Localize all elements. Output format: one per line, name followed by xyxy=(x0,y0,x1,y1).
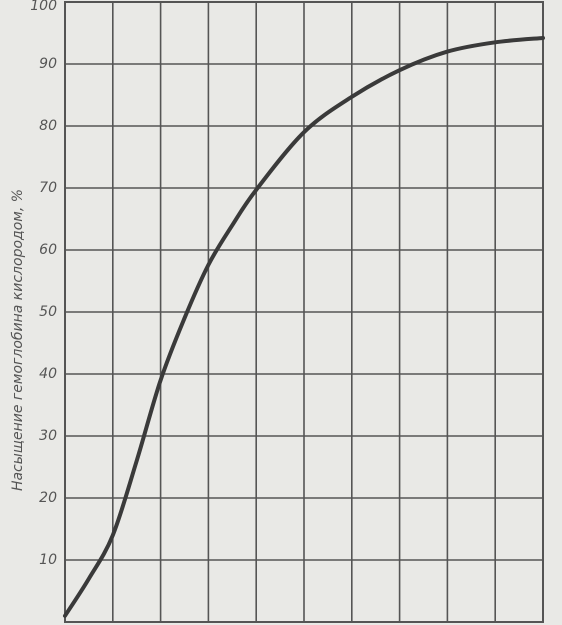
y-tick-label: 70 xyxy=(39,180,57,196)
y-tick-label: 30 xyxy=(39,428,57,444)
y-tick-label: 100 xyxy=(30,0,57,14)
y-tick-label: 90 xyxy=(39,56,57,72)
y-tick-label: 50 xyxy=(39,304,57,320)
y-tick-label: 80 xyxy=(39,118,57,134)
y-tick-label: 10 xyxy=(39,552,57,568)
curve xyxy=(63,35,545,618)
y-tick-label: 60 xyxy=(39,242,57,258)
y-tick-label: 40 xyxy=(39,366,57,382)
y-tick-label: 20 xyxy=(39,490,57,506)
y-axis-label: Насыщение гемоглобина кислородом, % xyxy=(10,189,26,491)
